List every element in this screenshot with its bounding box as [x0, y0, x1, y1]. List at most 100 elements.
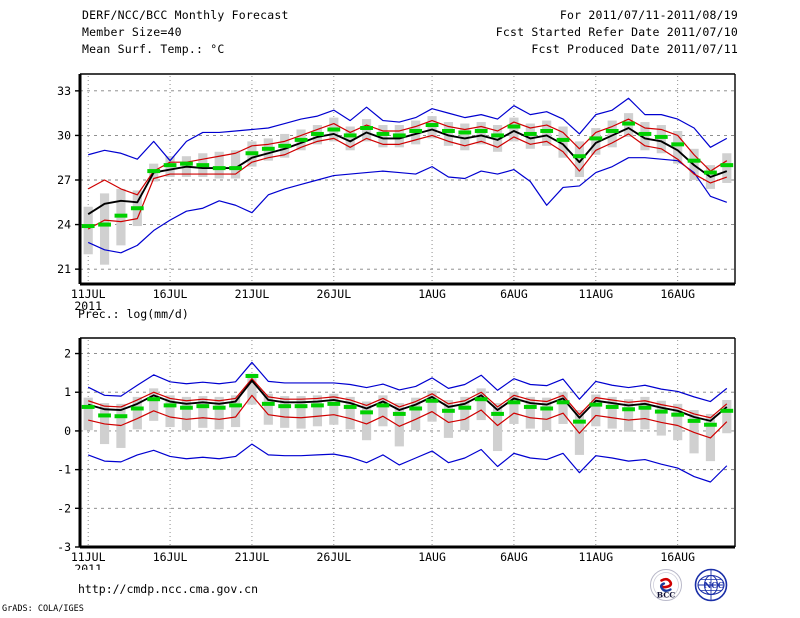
median-mark	[376, 131, 390, 136]
spread-bar	[149, 388, 159, 421]
y-tick-label: 0	[64, 424, 71, 438]
spread-bar	[673, 130, 683, 164]
ncc-logo: NCC	[694, 568, 728, 602]
y-tick-label: 21	[57, 262, 71, 276]
spread-bar	[623, 399, 634, 432]
spread-bar	[460, 396, 470, 431]
spread-bar	[591, 394, 601, 427]
median-mark	[81, 404, 95, 409]
series-mean	[87, 379, 728, 422]
website-url[interactable]: http://cmdp.ncc.cma.gov.cn	[78, 582, 259, 596]
fcst-started-label: Fcst Started Refer Date 2011/07/10	[495, 25, 738, 39]
temperature-variable-label: Mean Surf. Temp.: °C	[82, 42, 225, 56]
x-tick-label: 26JUL	[317, 550, 352, 564]
spread-bar	[558, 126, 568, 158]
spread-bar	[181, 396, 192, 431]
median-mark	[278, 404, 292, 409]
spread-bar	[722, 399, 732, 434]
forecast-range-label: For 2011/07/11-2011/08/19	[559, 8, 738, 22]
median-mark	[523, 131, 537, 136]
median-mark	[605, 128, 619, 133]
series-mean	[87, 127, 728, 215]
x-tick-label: 11AUG	[579, 550, 614, 564]
x-tick-label: 11JUL	[71, 550, 106, 564]
spread-bar	[607, 120, 617, 148]
y-tick-label: -1	[57, 463, 71, 477]
median-mark	[573, 419, 586, 424]
median-mark	[245, 151, 259, 156]
median-mark	[474, 128, 488, 133]
y-tick-label: 2	[64, 347, 71, 361]
series-min	[87, 157, 728, 254]
median-mark	[442, 408, 455, 413]
median-mark	[376, 403, 390, 408]
median-mark	[114, 213, 128, 218]
spread-bar	[263, 393, 273, 425]
spread-bar	[673, 403, 683, 441]
series-upper_quartile	[87, 118, 728, 196]
median-mark	[180, 161, 193, 166]
spread-bar	[558, 392, 568, 424]
median-mark	[720, 408, 734, 413]
spread-bar	[476, 122, 486, 145]
spread-bar	[247, 373, 257, 405]
median-mark	[671, 142, 685, 147]
spread-bar	[230, 150, 241, 179]
median-mark	[687, 418, 701, 423]
spread-bar	[280, 396, 290, 428]
spread-bar	[165, 395, 175, 428]
series-lower_quartile	[88, 394, 728, 439]
median-mark	[654, 409, 668, 414]
y-tick-label: 33	[57, 84, 71, 98]
spread-bar	[361, 401, 372, 441]
spread-bar	[83, 397, 93, 431]
median-mark	[311, 403, 324, 408]
x-tick-label: 16AUG	[660, 550, 695, 564]
median-mark	[229, 403, 242, 408]
spread-bar	[132, 396, 142, 430]
spread-bar	[345, 396, 355, 430]
median-mark	[343, 404, 357, 409]
median-mark	[327, 401, 341, 406]
median-mark	[343, 133, 357, 138]
spread-bar	[378, 395, 388, 427]
fcst-produced-label: Fcst Produced Date 2011/07/11	[531, 42, 738, 56]
y-tick-label: 30	[57, 128, 71, 142]
x-tick-label: 11AUG	[579, 287, 614, 301]
median-mark	[638, 131, 652, 136]
x-tick-label: 16JUL	[153, 550, 188, 564]
median-mark	[474, 397, 488, 402]
member-size-label: Member Size=40	[82, 25, 182, 39]
y-tick-label: -2	[57, 501, 71, 515]
median-mark	[704, 422, 717, 427]
median-mark	[147, 169, 161, 174]
median-mark	[130, 406, 144, 411]
median-mark	[491, 411, 504, 416]
median-mark	[425, 123, 439, 128]
y-tick-label: -3	[57, 540, 71, 554]
median-mark	[556, 137, 570, 142]
spread-bar	[214, 396, 224, 430]
median-mark	[622, 121, 635, 126]
median-mark	[294, 404, 308, 409]
spread-bar	[427, 116, 437, 139]
x-tick-label: 21JUL	[235, 287, 270, 301]
median-mark	[458, 405, 472, 410]
spread-bar	[525, 123, 535, 149]
spread-bar	[378, 125, 388, 148]
median-mark	[81, 224, 95, 229]
x-tick-label: 6AUG	[500, 287, 528, 301]
median-mark	[311, 131, 324, 136]
agency-logos: BCC NCC	[645, 568, 745, 604]
x-tick-label: 16JUL	[153, 287, 188, 301]
svg-text:NCC: NCC	[704, 580, 724, 590]
spread-bar	[591, 128, 601, 155]
median-mark	[360, 126, 373, 130]
spread-bar	[722, 153, 732, 183]
median-mark	[638, 405, 652, 410]
x-tick-year: 2011	[74, 562, 102, 570]
spread-bar	[460, 123, 470, 151]
spread-bar	[656, 400, 666, 436]
